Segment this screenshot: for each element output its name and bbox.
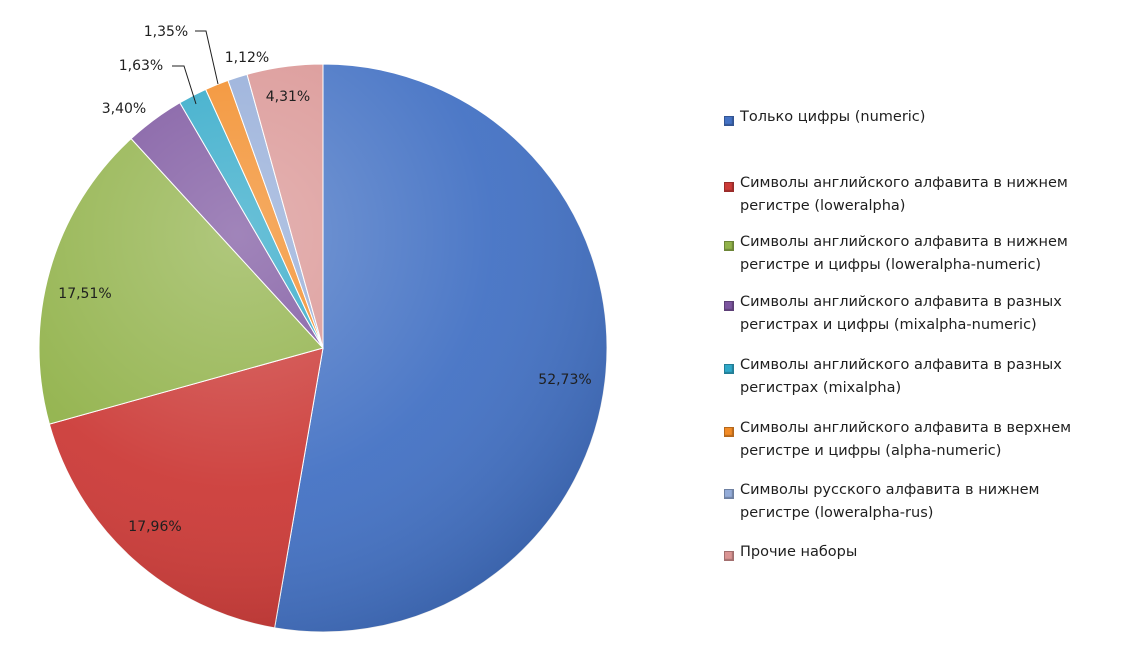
legend-label: Символы русского алфавита в нижнем регис… [740,482,1040,521]
legend-item-alpha-numeric: Символы английского алфавита в верхнем р… [724,420,1124,463]
leader-line [172,65,197,105]
leader-line [195,30,219,85]
legend-swatch [724,182,734,192]
pie-slices [38,63,608,633]
legend-label: Символы английского алфавита в нижнем ре… [740,175,1068,214]
slice-value-label: 1,35% [144,24,188,40]
legend-swatch [724,489,734,499]
pie-chart-plot: 52,73% 17,96% 17,51% 3,40% 1,63% 1,35% 1,12% 4,… [38,24,608,633]
legend-item-numeric: Только цифры (numeric) [724,109,1124,129]
legend-item-loweralpha-numeric: Символы английского алфавита в нижнем ре… [724,234,1124,277]
slice-value-label: 1,12% [225,50,269,66]
legend-label: Символы английского алфавита в разных ре… [740,294,1062,333]
legend-item-mixalpha: Символы английского алфавита в разных ре… [724,357,1124,400]
slice-value-label: 17,51% [58,286,111,302]
legend-swatch [724,116,734,126]
slice-value-labels: 52,73% 17,96% 17,51% 3,40% 1,63% 1,35% 1,12% 4,… [58,24,591,535]
pie-shading [39,64,607,632]
slice-value-label: 3,40% [102,101,146,117]
legend-label: Символы английского алфавита в нижнем ре… [740,234,1068,273]
slice-value-label: 52,73% [538,372,591,388]
legend-label: Символы английского алфавита в верхнем р… [740,420,1072,459]
legend-swatch [724,551,734,561]
legend-swatch [724,301,734,311]
legend-label: Прочие наборы [740,544,858,560]
legend-item-loweralpha: Символы английского алфавита в нижнем ре… [724,175,1124,218]
legend-swatch [724,241,734,251]
legend-swatch [724,427,734,437]
legend-item-other: Прочие наборы [724,544,1124,564]
slice-value-label: 17,96% [128,519,181,535]
slice-value-label: 1,63% [119,58,163,74]
leader-lines [172,30,219,105]
legend-item-mixalpha-numeric: Символы английского алфавита в разных ре… [724,294,1124,337]
legend-item-loweralpha-rus: Символы русского алфавита в нижнем регис… [724,482,1124,525]
slice-value-label: 4,31% [266,89,310,105]
legend-label: Символы английского алфавита в разных ре… [740,357,1062,396]
legend-label: Только цифры (numeric) [740,109,926,125]
legend-swatch [724,364,734,374]
